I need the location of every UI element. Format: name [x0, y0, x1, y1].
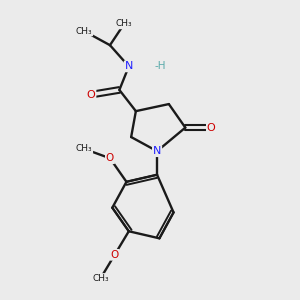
- Text: CH₃: CH₃: [76, 144, 92, 153]
- Text: O: O: [207, 123, 216, 133]
- Text: O: O: [110, 250, 119, 260]
- Text: O: O: [87, 90, 95, 100]
- Text: CH₃: CH₃: [92, 274, 109, 283]
- Text: O: O: [106, 153, 114, 163]
- Text: N: N: [124, 61, 133, 71]
- Text: N: N: [153, 146, 161, 156]
- Text: CH₃: CH₃: [76, 26, 92, 35]
- Text: CH₃: CH₃: [116, 20, 132, 28]
- Text: -H: -H: [155, 61, 166, 71]
